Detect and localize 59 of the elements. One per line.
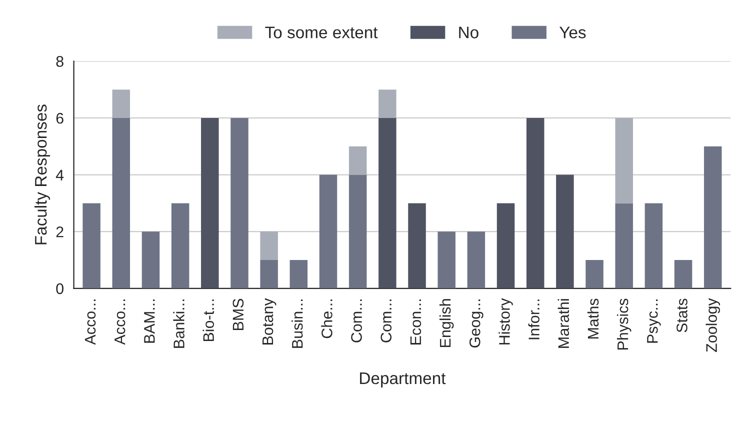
bar xyxy=(260,232,278,260)
x-tick-label: Com... xyxy=(351,300,362,342)
x-tick-label: Econ... xyxy=(410,300,422,344)
bar xyxy=(556,174,574,288)
x-tick-label: Bio-t... xyxy=(202,300,214,342)
x-tick-label: English xyxy=(439,299,454,347)
bar xyxy=(438,232,456,288)
bar xyxy=(260,260,278,288)
x-tick-label: Busin... xyxy=(292,300,303,348)
bar xyxy=(644,203,663,288)
bar xyxy=(112,118,130,288)
x-tick-label: Psyc... xyxy=(647,300,661,343)
x-tick-label: Che... xyxy=(321,300,332,338)
x-tick-label: Acco... xyxy=(84,300,96,345)
x-tick-label: Banki... xyxy=(173,300,184,348)
y-tick-label: 0 xyxy=(56,283,64,294)
bar xyxy=(319,174,338,288)
x-tick-label: History xyxy=(498,298,513,344)
x-tick-label: Marathi xyxy=(558,299,570,348)
x-tick-label: Stats xyxy=(676,298,688,332)
bar xyxy=(704,146,722,288)
bar xyxy=(348,174,367,288)
bar xyxy=(82,203,100,288)
legend-label: To some extent xyxy=(265,26,378,38)
legend-label: Yes xyxy=(559,26,586,38)
bar xyxy=(615,203,633,288)
y-tick-label: 6 xyxy=(56,112,64,124)
bar xyxy=(230,118,248,288)
bar xyxy=(348,146,367,175)
bar xyxy=(615,118,633,204)
x-tick-label: Physics xyxy=(616,298,632,350)
bar xyxy=(378,118,396,288)
bar xyxy=(526,118,544,288)
x-tick-label: Acco... xyxy=(114,300,126,345)
x-tick-label: Botany xyxy=(262,298,276,344)
x-tick-label: Infor... xyxy=(528,300,540,340)
x-tick-label: BAM... xyxy=(144,300,155,343)
x-tick-label: Geog... xyxy=(469,300,484,348)
bar xyxy=(171,203,190,288)
y-tick-label: 8 xyxy=(56,56,64,67)
y-tick-label: 2 xyxy=(56,226,64,238)
bar xyxy=(290,260,308,288)
x-axis-title: Department xyxy=(360,372,446,388)
bar xyxy=(467,232,486,288)
x-tick-label: Zoology xyxy=(706,298,720,352)
bar xyxy=(408,203,426,288)
bar xyxy=(112,90,130,118)
y-axis-title: Faculty Responses xyxy=(34,104,50,244)
x-tick-label: Maths xyxy=(587,298,599,338)
bar xyxy=(496,203,515,288)
bar xyxy=(378,90,396,118)
x-tick-label: BMS xyxy=(232,298,244,330)
bar xyxy=(586,260,604,288)
y-tick-label: 4 xyxy=(56,170,64,180)
legend-label: No xyxy=(459,26,478,38)
x-tick-label: Com... xyxy=(380,300,392,342)
bar xyxy=(674,260,692,288)
bar xyxy=(201,118,219,288)
bar xyxy=(142,232,160,288)
